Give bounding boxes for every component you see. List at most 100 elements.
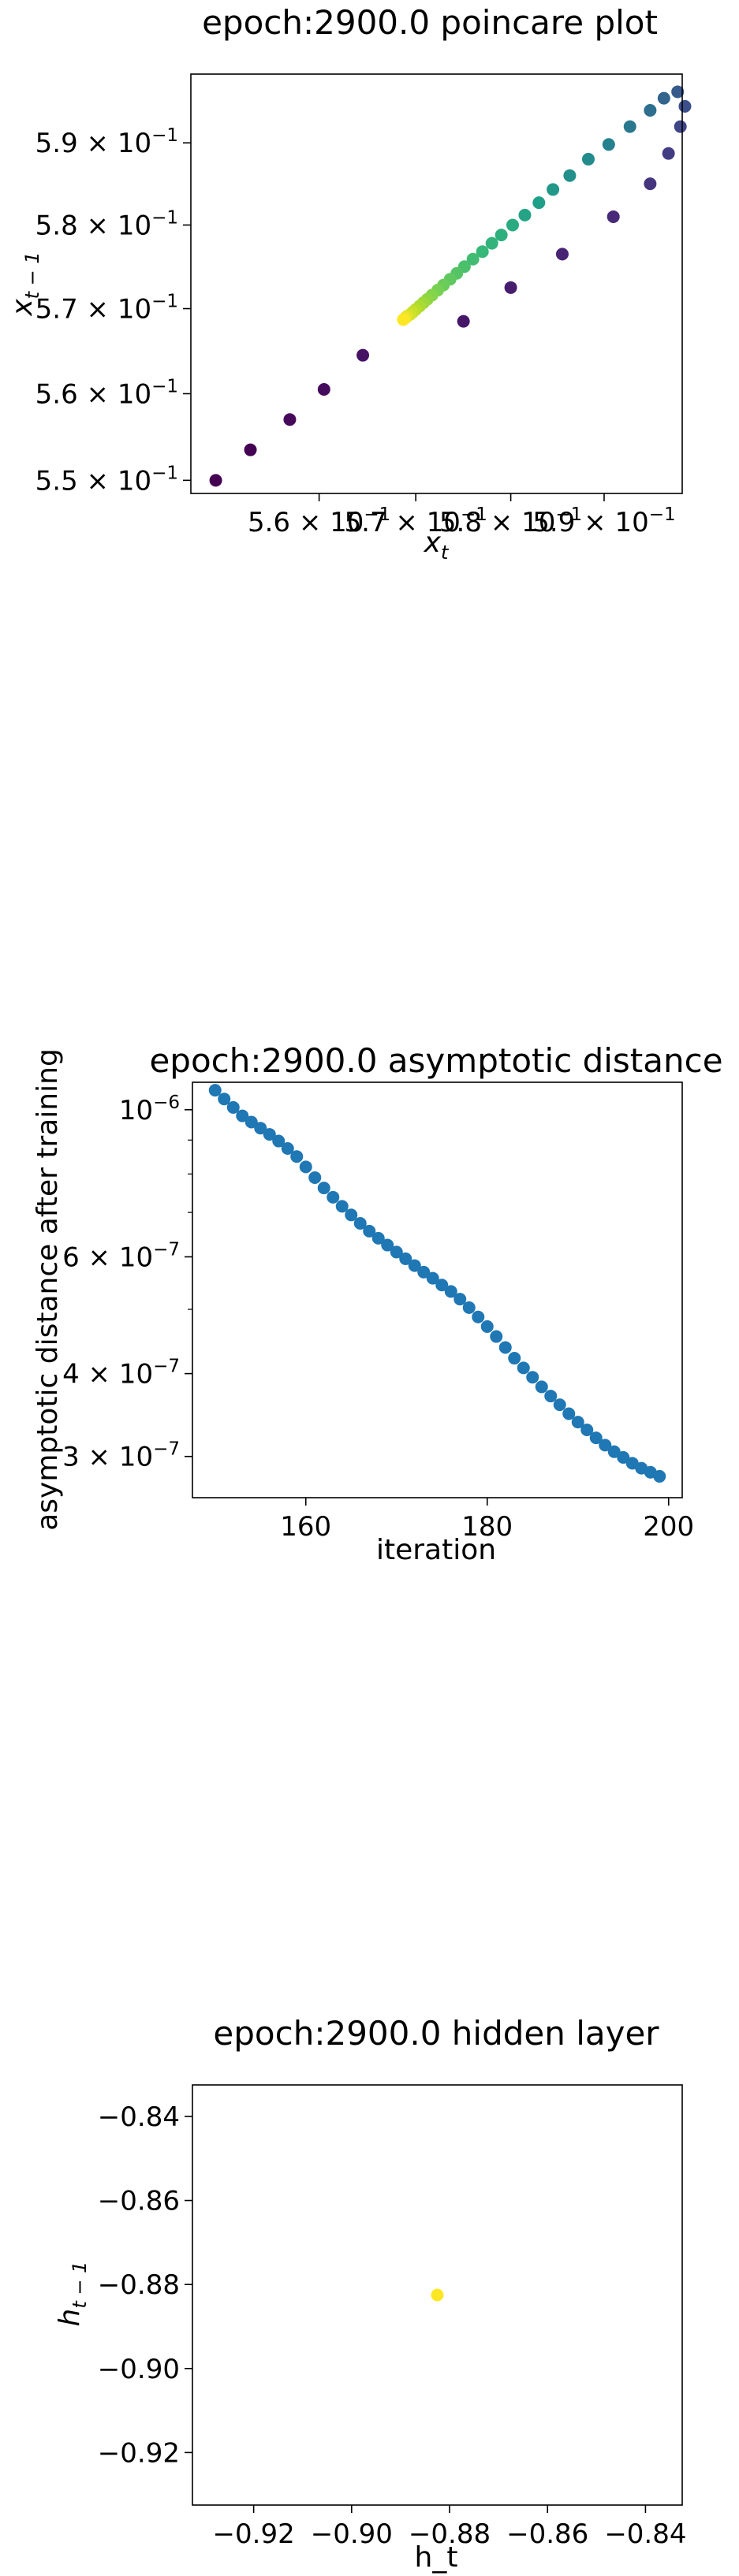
poincare-y-tick-label: 5.8 × 10−1 [35,207,178,241]
poincare-point [532,196,546,210]
asymptotic-distance-y-tick-label: 10−6 [119,1093,180,1126]
asymptotic-distance-point [607,1445,621,1458]
poincare-point [466,252,480,266]
asymptotic-distance-point [480,1320,494,1333]
hidden-layer-y-tick-label: −0.86 [98,2186,180,2217]
poincare-x-tick-label: 5.7 × 10−1 [345,504,487,538]
asymptotic-distance-x-axis-label: iteration [376,1534,496,1566]
asymptotic-distance-point [299,1160,312,1174]
poincare-x-tick-label: 5.9 × 10−1 [532,504,675,538]
poincare-point [506,218,519,232]
hidden-layer-frame [192,2084,683,2506]
hidden-layer-x-axis-label: h_t [415,2541,458,2574]
asymptotic-distance-point [417,1265,431,1279]
poincare-point [581,152,595,166]
hidden-layer-title: epoch:2900.0 hidden layer [213,2014,659,2053]
asymptotic-distance-point [544,1390,558,1403]
asymptotic-distance-point [617,1450,630,1464]
poincare-point [674,120,687,133]
asymptotic-distance-y-tick-label: 6 × 10−7 [62,1239,180,1273]
asymptotic-distance-point [580,1424,594,1437]
asymptotic-distance-point [226,1100,240,1114]
asymptotic-distance-y-tick-label: 3 × 10−7 [62,1439,180,1473]
hidden-layer-x-tick-label: −0.92 [213,2518,295,2550]
asymptotic-distance-point [535,1380,548,1394]
asymptotic-distance-y-ticks: 10−6 6 × 10−7 4 × 10−7 3 × 10−7 [62,1093,192,1473]
asymptotic-distance-point [236,1109,249,1122]
asymptotic-distance-point [426,1271,439,1285]
hidden-layer-x-ticks: −0.92 −0.90 −0.88 −0.86 −0.84 [213,2505,687,2550]
poincare-point [623,120,636,133]
asymptotic-distance-point [353,1216,367,1230]
asymptotic-distance-point [263,1128,276,1141]
asymptotic-distance-point [653,1469,666,1483]
poincare-point [209,474,222,487]
poincare-point [678,99,692,113]
asymptotic-distance-point [290,1150,304,1163]
poincare-plot-x-ticks: 5.6 × 10−15.7 × 10−15.8 × 10−15.9 × 10−1 [248,493,676,538]
poincare-y-tick-label: 5.5 × 10−1 [35,463,178,497]
poincare-y-tick-label: 5.6 × 10−1 [35,376,178,410]
poincare-point [244,443,257,456]
poincare-plot-x-axis-label: xt [424,527,450,564]
poincare-point [495,229,508,242]
poincare-x-tick-label: 5.6 × 10−1 [248,504,390,538]
poincare-point [476,245,489,259]
poincare-point [563,169,577,182]
hidden-layer-x-tick-label: −0.90 [311,2518,393,2550]
poincare-point [547,183,560,196]
poincare-y-tick-label: 5.7 × 10−1 [35,292,178,326]
poincare-point [457,315,470,328]
poincare-point [644,104,657,117]
asymptotic-distance-point [317,1182,330,1195]
asymptotic-distance-y-tick-label: 4 × 10−7 [62,1357,180,1390]
asymptotic-distance-point [517,1361,530,1375]
asymptotic-distance-point [390,1245,403,1259]
poincare-point [397,313,410,326]
poincare-plot: epoch:2900.0 poincare plot 5.6 × 10−15.7… [6,3,692,564]
asymptotic-distance-markers [208,1084,666,1483]
hidden-layer-markers [431,2288,444,2302]
poincare-point [356,348,370,362]
asymptotic-distance-x-tick-label: 200 [643,1511,694,1543]
poincare-point [518,208,532,221]
asymptotic-distance-plot: epoch:2900.0 asymptotic distance 160 180 2… [32,1041,723,1566]
asymptotic-distance-point [462,1301,476,1314]
asymptotic-distance-point [571,1416,584,1429]
poincare-point [504,281,517,294]
hidden-layer-y-tick-label: −0.92 [98,2437,180,2469]
asymptotic-distance-point [308,1171,322,1184]
asymptotic-distance-point [335,1200,349,1213]
hidden-layer-y-tick-label: −0.84 [98,2101,180,2133]
poincare-plot-frame [190,73,683,494]
asymptotic-distance-title: epoch:2900.0 asymptotic distance [149,1041,722,1080]
asymptotic-distance-point [408,1259,421,1272]
asymptotic-distance-point [526,1371,539,1384]
asymptotic-distance-x-ticks: 160 180 200 [280,1498,694,1543]
poincare-y-tick-label: 5.9 × 10−1 [35,125,178,159]
hidden-layer-x-tick-label: −0.84 [604,2518,686,2550]
asymptotic-distance-point [472,1310,485,1323]
asymptotic-distance-point [345,1208,358,1222]
asymptotic-distance-point [399,1252,412,1265]
hidden-layer-x-tick-label: −0.86 [506,2518,588,2550]
poincare-point [644,177,657,191]
hidden-layer-plot: epoch:2900.0 hidden layer −0.92 −0.90 −0.8… [54,2014,687,2574]
hidden-layer-y-axis-label: ht − 1 [54,2261,91,2327]
poincare-plot-y-ticks: 5.5 × 10−1 5.6 × 10−1 5.7 × 10−1 5.8 × 10−1… [35,125,191,497]
hidden-layer-point [431,2288,444,2302]
asymptotic-distance-point [490,1330,503,1343]
asymptotic-distance-point [244,1115,258,1129]
asymptotic-distance-x-tick-label: 160 [280,1511,331,1543]
poincare-point [283,413,297,426]
asymptotic-distance-point [444,1285,457,1298]
poincare-point [317,383,330,396]
poincare-point [602,138,615,151]
poincare-point [607,210,620,223]
asymptotic-distance-point [562,1407,576,1420]
asymptotic-distance-point [281,1142,294,1156]
poincare-point [662,147,675,160]
asymptotic-distance-point [589,1431,603,1445]
asymptotic-distance-point [272,1134,286,1148]
asymptotic-distance-point [381,1238,394,1252]
